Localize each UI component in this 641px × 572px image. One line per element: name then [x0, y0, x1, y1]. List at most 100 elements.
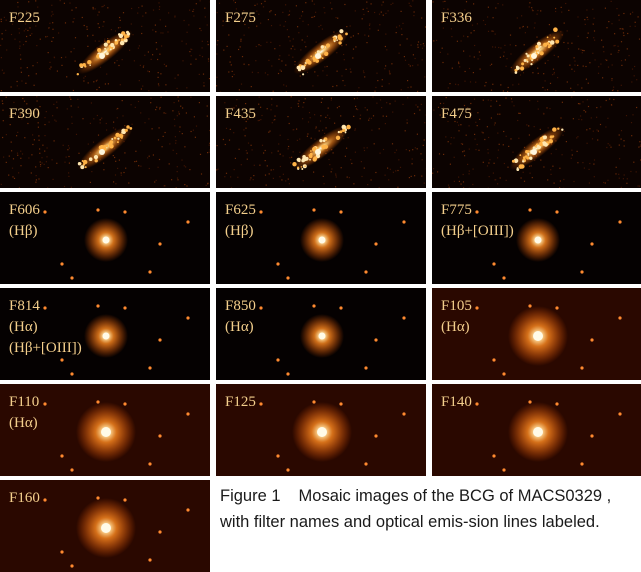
- filter-label: F225: [9, 8, 40, 29]
- companion-galaxy: [555, 306, 558, 309]
- companion-galaxy: [555, 210, 558, 213]
- figure-number: Figure 1: [220, 487, 281, 505]
- companion-galaxy: [502, 468, 505, 471]
- companion-galaxy: [158, 338, 161, 341]
- companion-galaxy: [528, 208, 531, 211]
- emission-line-label: (Hβ): [225, 221, 253, 242]
- bcg-core: [533, 331, 543, 341]
- companion-galaxy: [276, 262, 279, 265]
- companion-galaxy: [475, 210, 478, 213]
- companion-galaxy: [618, 220, 621, 223]
- companion-galaxy: [70, 468, 73, 471]
- companion-galaxy: [96, 304, 99, 307]
- companion-galaxy: [312, 208, 315, 211]
- bcg-core: [319, 333, 326, 340]
- companion-galaxy: [43, 402, 46, 405]
- panel-f475: F475: [432, 96, 641, 188]
- companion-galaxy: [492, 358, 495, 361]
- companion-galaxy: [555, 402, 558, 405]
- bcg-core: [101, 523, 111, 533]
- companion-galaxy: [286, 468, 289, 471]
- companion-galaxy: [374, 338, 377, 341]
- companion-galaxy: [43, 306, 46, 309]
- emission-line-label: (Hα): [441, 317, 470, 338]
- bcg-core: [533, 427, 543, 437]
- filter-label: F390: [9, 104, 40, 125]
- companion-galaxy: [339, 210, 342, 213]
- bcg-core: [315, 149, 321, 155]
- filter-label: F475: [441, 104, 472, 125]
- companion-galaxy: [96, 496, 99, 499]
- companion-galaxy: [402, 412, 405, 415]
- panel-f606: F606(Hβ): [0, 192, 210, 284]
- bcg-core: [531, 53, 537, 59]
- companion-galaxy: [96, 208, 99, 211]
- companion-galaxy: [123, 402, 126, 405]
- companion-galaxy: [364, 462, 367, 465]
- companion-galaxy: [402, 316, 405, 319]
- companion-galaxy: [475, 402, 478, 405]
- companion-galaxy: [590, 434, 593, 437]
- companion-galaxy: [158, 530, 161, 533]
- bcg-core: [103, 237, 110, 244]
- filter-label: F775: [441, 200, 472, 221]
- companion-galaxy: [528, 400, 531, 403]
- companion-galaxy: [148, 462, 151, 465]
- bcg-core: [103, 333, 110, 340]
- filter-label: F606: [9, 200, 40, 221]
- companion-galaxy: [374, 434, 377, 437]
- companion-galaxy: [492, 454, 495, 457]
- companion-galaxy: [374, 242, 377, 245]
- panel-f275: F275: [216, 0, 426, 92]
- companion-galaxy: [123, 306, 126, 309]
- companion-galaxy: [259, 402, 262, 405]
- companion-galaxy: [475, 306, 478, 309]
- companion-galaxy: [364, 270, 367, 273]
- panel-f775: F775(Hβ+[OIII]): [432, 192, 641, 284]
- emission-line-label: (Hβ+[OIII]): [9, 338, 82, 359]
- companion-galaxy: [60, 550, 63, 553]
- filter-label: F850: [225, 296, 256, 317]
- companion-galaxy: [502, 372, 505, 375]
- bcg-core: [531, 149, 537, 155]
- filter-label: F160: [9, 488, 40, 509]
- companion-galaxy: [528, 304, 531, 307]
- companion-galaxy: [186, 412, 189, 415]
- panel-f110: F110(Hα): [0, 384, 210, 476]
- filter-label: F125: [225, 392, 256, 413]
- emission-line-label: (Hα): [9, 317, 38, 338]
- companion-galaxy: [186, 508, 189, 511]
- panel-f336: F336: [432, 0, 641, 92]
- emission-line-label: (Hβ): [9, 221, 37, 242]
- panel-f850: F850(Hα): [216, 288, 426, 380]
- companion-galaxy: [158, 242, 161, 245]
- emission-line-label: (Hα): [9, 413, 38, 434]
- bcg-core: [101, 427, 111, 437]
- companion-galaxy: [339, 306, 342, 309]
- filter-label: F110: [9, 392, 39, 413]
- bcg-core: [99, 149, 105, 155]
- companion-galaxy: [580, 462, 583, 465]
- filter-label: F625: [225, 200, 256, 221]
- companion-galaxy: [60, 454, 63, 457]
- filter-label: F275: [225, 8, 256, 29]
- companion-galaxy: [123, 498, 126, 501]
- bcg-core: [315, 53, 321, 59]
- companion-galaxy: [148, 366, 151, 369]
- companion-galaxy: [618, 412, 621, 415]
- companion-galaxy: [276, 454, 279, 457]
- companion-galaxy: [492, 262, 495, 265]
- filter-label: F336: [441, 8, 472, 29]
- companion-galaxy: [402, 220, 405, 223]
- companion-galaxy: [580, 270, 583, 273]
- panel-f390: F390: [0, 96, 210, 188]
- panel-f140: F140: [432, 384, 641, 476]
- companion-galaxy: [148, 558, 151, 561]
- companion-galaxy: [580, 366, 583, 369]
- companion-galaxy: [123, 210, 126, 213]
- companion-galaxy: [618, 316, 621, 319]
- panel-f435: F435: [216, 96, 426, 188]
- companion-galaxy: [70, 564, 73, 567]
- companion-galaxy: [590, 338, 593, 341]
- panel-f105: F105(Hα): [432, 288, 641, 380]
